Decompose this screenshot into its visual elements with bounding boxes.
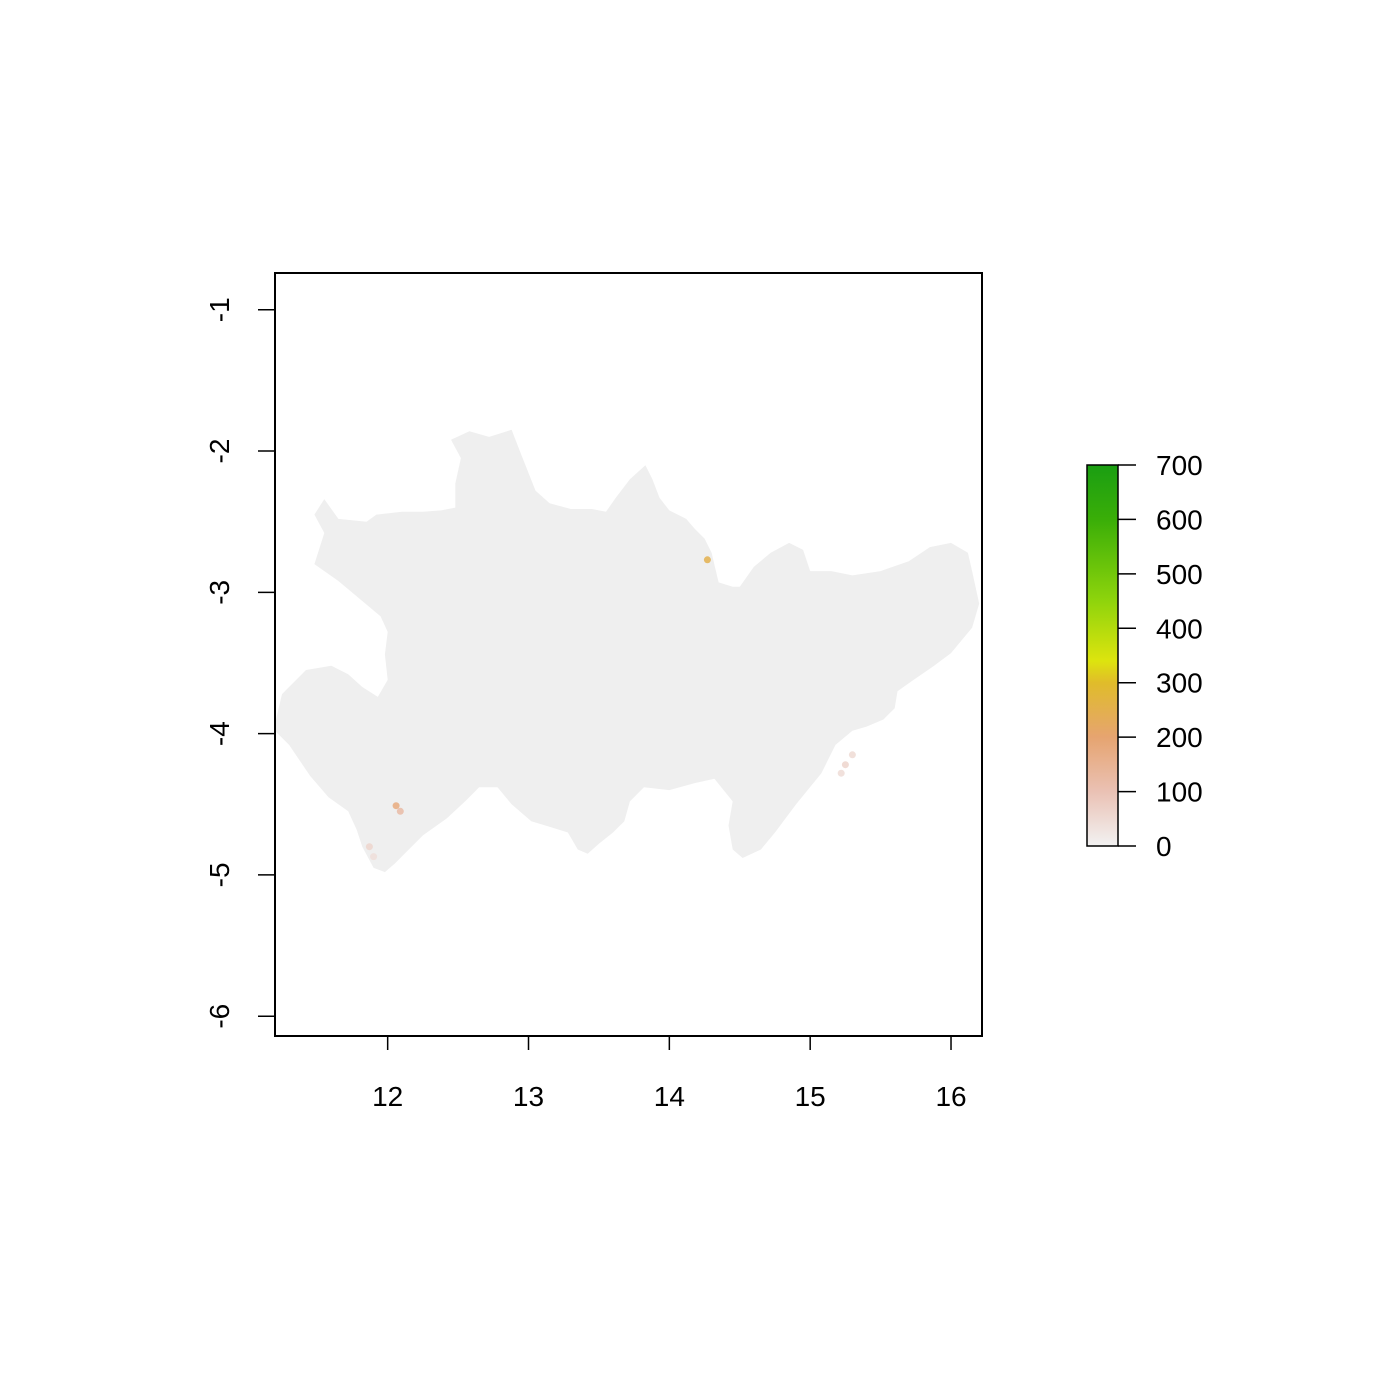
x-tick-label: 16 (935, 1081, 966, 1112)
y-tick-label: -2 (204, 439, 235, 464)
hotspot-layer (365, 556, 856, 861)
x-tick-label: 14 (654, 1081, 685, 1112)
legend-color-bar (1086, 464, 1119, 847)
legend-ticks: 0 100 200 300 400 500 600 700 (1118, 450, 1203, 862)
x-tick-label: 13 (513, 1081, 544, 1112)
raster-hotspot (392, 802, 400, 810)
y-tick-label: -5 (204, 862, 235, 887)
x-tick-label: 12 (372, 1081, 403, 1112)
legend-tick-label: 300 (1156, 668, 1203, 699)
raster-hotspot (396, 807, 404, 815)
y-tick-label: -1 (204, 297, 235, 322)
raster-hotspot (703, 556, 711, 564)
region-layer (275, 429, 980, 873)
legend-tick-label: 500 (1156, 559, 1203, 590)
legend-tick-label: 600 (1156, 504, 1203, 535)
raster-hotspot (837, 769, 845, 777)
legend-tick-label: 100 (1156, 777, 1203, 808)
raster-hotspot (848, 751, 856, 759)
raster-hotspot (841, 761, 849, 769)
color-legend: 0 100 200 300 400 500 600 700 (1086, 450, 1203, 862)
legend-tick-label: 700 (1156, 450, 1203, 481)
y-axis: -1 -2 -3 -4 -5 -6 (204, 297, 276, 1029)
legend-tick-label: 400 (1156, 613, 1203, 644)
y-tick-label: -6 (204, 1004, 235, 1029)
y-tick-label: -3 (204, 580, 235, 605)
raster-hotspot (365, 843, 373, 851)
legend-tick-label: 0 (1156, 831, 1172, 862)
raster-hotspot (370, 853, 378, 861)
legend-tick-label: 200 (1156, 722, 1203, 753)
x-tick-label: 15 (795, 1081, 826, 1112)
y-tick-label: -4 (204, 721, 235, 746)
region-raster (275, 429, 980, 873)
x-axis: 12 13 14 15 16 (372, 1035, 967, 1112)
